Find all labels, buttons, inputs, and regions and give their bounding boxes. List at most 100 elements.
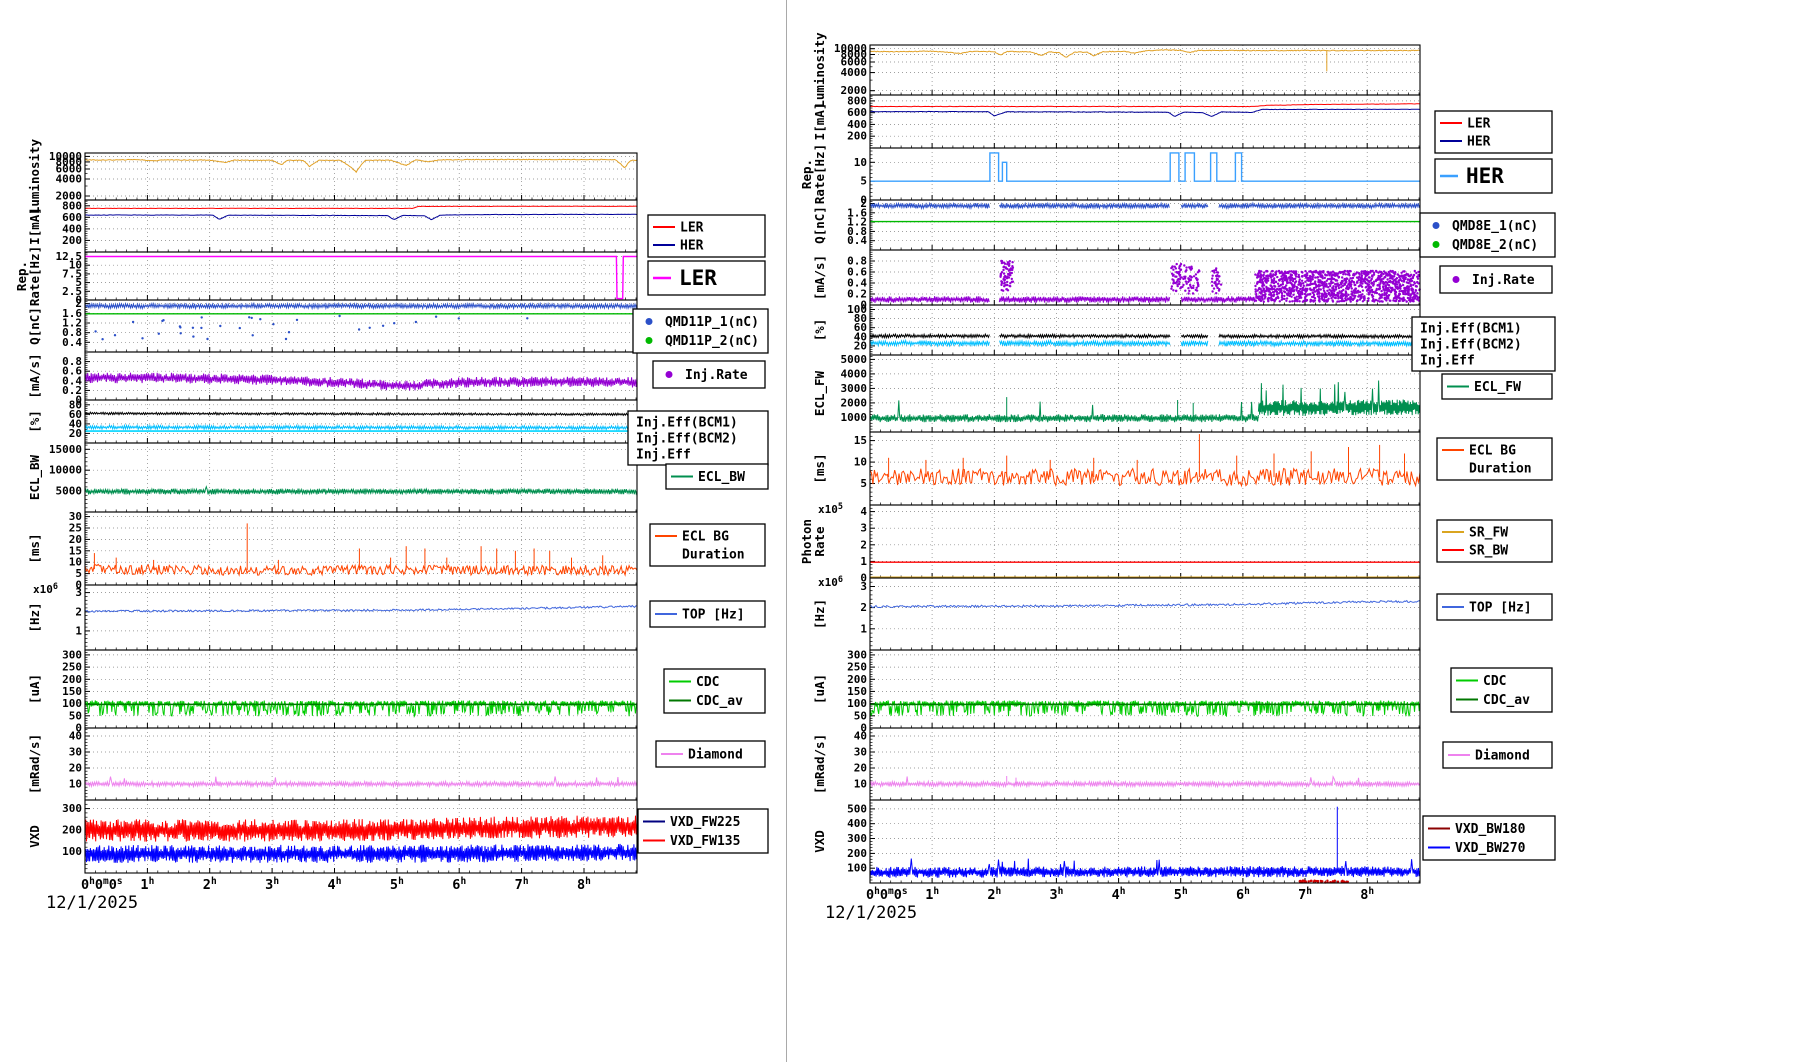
svg-text:100: 100 <box>847 697 867 710</box>
svg-text:3: 3 <box>860 580 867 593</box>
legend-label: CDC <box>696 675 719 690</box>
svg-text:0.8: 0.8 <box>847 225 867 238</box>
x-tick-label: 4h <box>1112 886 1126 903</box>
x-tick-label: 5h <box>1174 886 1188 903</box>
series-her-l <box>84 213 638 221</box>
legend-label: Diamond <box>1475 749 1530 764</box>
y-axis-label: I[mA] <box>812 103 827 141</box>
svg-text:200: 200 <box>62 824 82 837</box>
legend-charge: QMD8E_1(nC) QMD8E_2(nC) <box>1419 212 1556 258</box>
x-tick-label: 8h <box>1360 886 1374 903</box>
plot-vxd: 300 200 100 VXD <box>27 799 638 874</box>
svg-text:0.6: 0.6 <box>62 365 82 378</box>
y-axis-label: I[mA] <box>27 207 42 245</box>
series-cdc-r <box>869 699 1421 718</box>
svg-text:40: 40 <box>854 330 867 343</box>
svg-text:4000: 4000 <box>841 66 868 79</box>
x-tick-label: 5h <box>390 876 404 893</box>
svg-text:12.5: 12.5 <box>56 250 83 263</box>
svg-text:20: 20 <box>69 533 82 546</box>
y-axis-label: [ms] <box>812 453 827 483</box>
y-axis-label: Q[nC] <box>812 206 827 244</box>
svg-text:300: 300 <box>847 648 867 661</box>
plot-charge: 21.61.20.80.4 Q[nC] <box>812 197 1421 251</box>
legend-vxd: VXD_BW180 VXD_BW270 <box>1422 815 1556 861</box>
svg-text:0: 0 <box>75 294 82 307</box>
svg-text:1.2: 1.2 <box>62 317 82 330</box>
svg-text:250: 250 <box>847 661 867 674</box>
svg-text:800: 800 <box>847 94 867 107</box>
axis-exponent-label: x105 <box>818 502 843 516</box>
series-eclfw-a <box>869 397 1259 423</box>
legend-label: Inj.Eff <box>1420 354 1475 369</box>
svg-text:0.8: 0.8 <box>62 326 82 339</box>
y-axis-label: Rate[Hz] <box>812 144 827 204</box>
x-tick-label: 4h <box>328 876 342 893</box>
svg-text:200: 200 <box>847 673 867 686</box>
svg-text:20: 20 <box>69 427 82 440</box>
svg-text:0: 0 <box>860 722 867 735</box>
svg-text:2: 2 <box>75 605 82 618</box>
svg-text:10: 10 <box>854 778 867 791</box>
legend-label: QMD8E_1(nC) <box>1452 219 1538 234</box>
svg-text:200: 200 <box>62 234 82 247</box>
series-ler-l <box>84 205 638 210</box>
legend-cdc: CDC CDC_av <box>1450 667 1553 713</box>
series-lumi-l <box>85 158 638 174</box>
series-eclfw-b <box>1257 380 1421 416</box>
left-monitor-panel: 10000 8000 6000 4000 2000 Luminosity 800 600 400… <box>0 0 786 1062</box>
series-vxdfw135 <box>84 815 638 842</box>
svg-text:400: 400 <box>847 118 867 131</box>
series-vxdfw225 <box>84 843 638 864</box>
svg-text:250: 250 <box>62 661 82 674</box>
series-injrate-low <box>869 295 1256 304</box>
series-diamond-l <box>84 776 638 789</box>
svg-text:100: 100 <box>62 697 82 710</box>
svg-text:2: 2 <box>860 601 867 614</box>
y-axis-label: [mA/s] <box>812 255 827 300</box>
legend-marker-dot <box>665 371 673 378</box>
svg-text:1.6: 1.6 <box>847 206 867 219</box>
svg-text:2.5: 2.5 <box>62 285 82 298</box>
svg-text:4000: 4000 <box>56 173 83 186</box>
svg-text:0: 0 <box>860 572 867 585</box>
plot-ecl-bg: 15 10 5 [ms] <box>812 431 1421 506</box>
legend-label: Inj.Eff <box>636 448 691 463</box>
legend-marker-dot <box>645 318 653 325</box>
legend-ecl-fw: ECL_FW <box>1441 373 1553 400</box>
x-tick-label: 8h <box>577 876 591 893</box>
series-injrate-l <box>84 372 638 391</box>
svg-text:50: 50 <box>854 709 867 722</box>
svg-text:100: 100 <box>847 303 867 316</box>
y-axis-label: ECL_FW <box>812 370 828 416</box>
svg-text:2000: 2000 <box>56 190 83 203</box>
legend-diamond: Diamond <box>1442 741 1553 769</box>
svg-text:8000: 8000 <box>841 48 868 61</box>
series-effbcm2-l <box>84 423 638 432</box>
legend-ecl-bw: ECL_BW <box>665 463 769 490</box>
svg-text:3: 3 <box>860 522 867 535</box>
legend-inj-eff: Inj.Eff(BCM1)Inj.Eff(BCM2)Inj.Eff <box>627 410 769 466</box>
legend-sr: SR_FW SR_BW <box>1436 519 1553 563</box>
svg-text:50: 50 <box>69 709 82 722</box>
svg-text:200: 200 <box>847 130 867 143</box>
plot-diamond: 40 30 20 10 [mRad/s] <box>27 727 638 801</box>
svg-text:60: 60 <box>69 408 82 421</box>
svg-text:10: 10 <box>854 156 867 169</box>
svg-text:5: 5 <box>75 567 82 580</box>
svg-text:1: 1 <box>75 624 82 637</box>
legend-label: VXD_BW180 <box>1455 822 1526 837</box>
legend-label: HER <box>1467 135 1491 150</box>
svg-text:400: 400 <box>847 817 867 830</box>
legend-label: TOP [Hz] <box>1469 601 1532 616</box>
series-effbcm1-l <box>84 411 638 417</box>
svg-text:400: 400 <box>62 222 82 235</box>
series-qmd11p1-stray <box>94 314 529 341</box>
legend-label: QMD11P_2(nC) <box>665 334 759 349</box>
svg-text:0: 0 <box>75 722 82 735</box>
legend-cdc: CDC CDC_av <box>663 668 766 714</box>
svg-text:1.6: 1.6 <box>62 307 82 320</box>
